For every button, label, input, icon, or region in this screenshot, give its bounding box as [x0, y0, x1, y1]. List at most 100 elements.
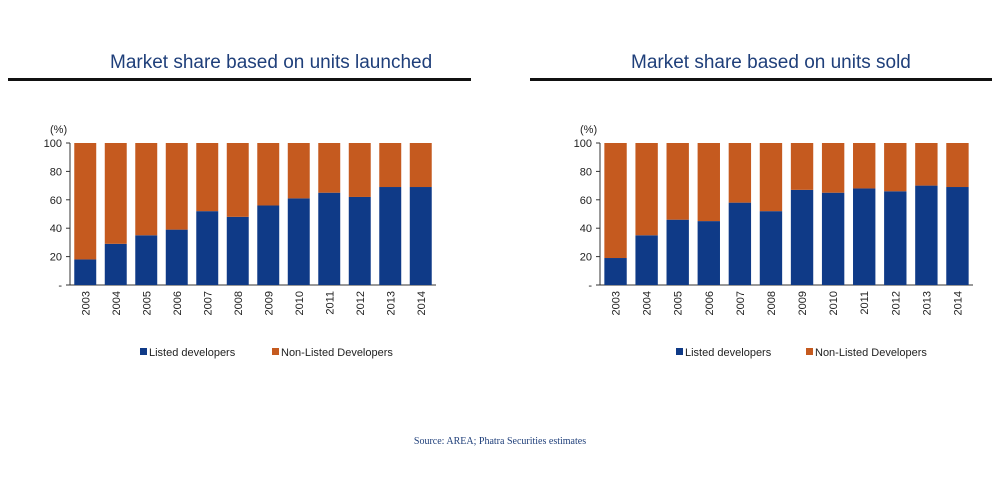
chart-1-bar-non-listed	[287, 143, 310, 199]
chart-1-bar-listed	[226, 216, 249, 285]
chart-1-bar-non-listed	[104, 143, 127, 244]
chart-1-legend-swatch	[140, 348, 147, 355]
chart-1-bar-non-listed	[379, 143, 402, 188]
chart-2-bar-non-listed	[728, 143, 752, 203]
chart-2-legend-swatch	[806, 348, 813, 355]
chart-1-y-tick-label: 60	[50, 195, 62, 207]
chart-1-x-tick-label: 2005	[141, 291, 153, 315]
chart-2-y-tick-label: 80	[580, 166, 592, 178]
chart-2-legend-swatch	[676, 348, 683, 355]
chart-2-bar-non-listed	[884, 143, 907, 192]
chart-1-x-tick-label: 2009	[263, 291, 275, 315]
chart-2-x-tick-label: 2008	[766, 291, 778, 315]
chart-2-x-tick-label: 2005	[673, 291, 685, 315]
chart-2-bar-listed	[728, 202, 752, 285]
chart-2-bar-listed	[666, 219, 689, 285]
chart-2-x-tick-label: 2012	[890, 291, 902, 315]
chart-1-bar-listed	[104, 243, 127, 285]
chart-2-bar-listed	[853, 188, 876, 285]
chart-2-y-tick-label: 20	[580, 252, 592, 264]
chart-2-x-tick-label: 2009	[797, 291, 809, 315]
chart-1-bar-non-listed	[257, 143, 280, 206]
chart-2-y-tick-label: 60	[580, 195, 592, 207]
chart-1-y-tick-label: 80	[50, 166, 62, 178]
chart-2-bar-non-listed	[759, 143, 783, 212]
chart-1-y-tick-label: 20	[50, 252, 62, 264]
chart-2-x-tick-label: 2011	[859, 291, 871, 315]
chart-2-bar-non-listed	[821, 143, 845, 193]
chart-1-bar-listed	[74, 259, 97, 285]
chart-2-x-tick-label: 2003	[611, 291, 623, 315]
chart-2-bar-listed	[884, 191, 907, 285]
chart-1-bar-non-listed	[409, 143, 432, 188]
chart-2-legend-label: Non-Listed Developers	[815, 347, 927, 359]
chart-1-bar-non-listed	[318, 143, 341, 193]
chart-1-x-tick-label: 2010	[294, 291, 306, 315]
chart-2-x-tick-label: 2006	[704, 291, 716, 315]
chart-2-bar-non-listed	[666, 143, 689, 220]
chart-2-y-unit-label: (%)	[580, 124, 597, 136]
chart-1-bar-non-listed	[135, 143, 158, 236]
chart-1-x-tick-label: 2013	[385, 291, 397, 315]
chart-2-y-tick-label: 40	[580, 223, 592, 235]
chart-1-legend-swatch	[272, 348, 279, 355]
chart-1-bar-listed	[287, 198, 310, 285]
chart-1-legend-label: Non-Listed Developers	[281, 347, 393, 359]
chart-2-x-tick-label: 2007	[735, 291, 747, 315]
chart-1-title-rule	[8, 78, 471, 81]
chart-1-bar-non-listed	[74, 143, 97, 260]
chart-2-bar-non-listed	[635, 143, 658, 236]
chart-1-bar-listed	[348, 196, 371, 285]
chart-2-bar-listed	[604, 258, 627, 285]
chart-2-title-rule	[530, 78, 992, 81]
chart-1-bar-non-listed	[165, 143, 188, 230]
chart-1-bar-non-listed	[226, 143, 249, 217]
chart-2-x-tick-label: 2004	[642, 291, 654, 315]
chart-1-x-tick-label: 2008	[233, 291, 245, 315]
chart-2-bar-non-listed	[790, 143, 814, 190]
chart-1-bar-listed	[165, 229, 188, 285]
chart-1-bar-listed	[409, 187, 432, 285]
chart-2-bar-listed	[821, 192, 845, 285]
chart-1-bar-non-listed	[196, 143, 219, 212]
chart-2-x-tick-label: 2013	[921, 291, 933, 315]
chart-1-bar-listed	[196, 211, 219, 285]
chart-1-x-tick-label: 2007	[202, 291, 214, 315]
chart-1-title: Market share based on units launched	[110, 52, 433, 73]
chart-2-bar-non-listed	[915, 143, 938, 186]
chart-2-bar-non-listed	[697, 143, 720, 222]
chart-2-x-tick-label: 2010	[828, 291, 840, 315]
chart-2-legend-label: Listed developers	[685, 347, 772, 359]
chart-1-y-tick-label: 40	[50, 223, 62, 235]
chart-1-bar-listed	[135, 235, 158, 285]
chart-1-x-tick-label: 2012	[355, 291, 367, 315]
chart-1-legend-label: Listed developers	[149, 347, 236, 359]
chart-1-x-tick-label: 2006	[172, 291, 184, 315]
chart-2-title: Market share based on units sold	[631, 52, 911, 73]
chart-1-x-tick-label: 2003	[80, 291, 92, 315]
chart-2-y-tick-label: -	[588, 280, 592, 292]
chart-1-x-tick-label: 2004	[111, 291, 123, 315]
chart-2-bar-non-listed	[853, 143, 876, 189]
chart-1-x-tick-label: 2014	[416, 291, 428, 315]
chart-1-x-tick-label: 2011	[324, 291, 336, 315]
chart-2-bar-listed	[790, 189, 814, 285]
chart-2-y-tick-label: 100	[574, 138, 592, 150]
chart-1-bar-non-listed	[348, 143, 371, 197]
chart-1-bar-listed	[318, 192, 341, 285]
source-note: Source: AREA; Phatra Securities estimate…	[413, 436, 587, 447]
chart-2-bar-listed	[946, 187, 969, 285]
chart-2-bar-listed	[915, 185, 938, 285]
chart-1-y-unit-label: (%)	[50, 124, 67, 136]
chart-1-y-tick-label: -	[58, 280, 62, 292]
chart-2-bar-listed	[759, 211, 783, 285]
chart-2-bar-listed	[697, 221, 720, 285]
chart-2-x-tick-label: 2014	[952, 291, 964, 315]
chart-1-y-tick-label: 100	[44, 138, 62, 150]
chart-2-bar-non-listed	[946, 143, 969, 188]
chart-2-bar-listed	[635, 235, 658, 285]
chart-1-bar-listed	[257, 205, 280, 285]
chart-2-bar-non-listed	[604, 143, 627, 259]
chart-1-bar-listed	[379, 187, 402, 285]
